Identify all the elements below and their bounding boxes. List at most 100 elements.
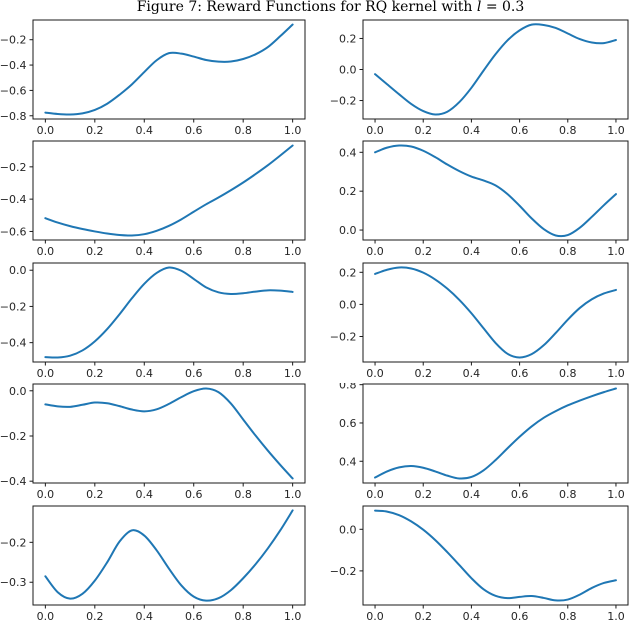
x-tick-label: 0.2: [414, 367, 432, 380]
y-tick-label: −0.4: [0, 194, 27, 207]
x-tick-label: 0.2: [86, 488, 104, 501]
y-tick-label: 0.0: [9, 385, 27, 398]
reward-function-6-canvas: 0.0 0.2 0.4 0.6 0.8 1.0 0.2 0.0 −0.2: [330, 262, 629, 380]
subplot-7: 0.0 0.2 0.4 0.6 0.8 1.0 0.0 −0.2 −0.4: [0, 383, 320, 504]
axes-box: [32, 383, 306, 484]
x-tick-label: 0.0: [37, 488, 55, 501]
axes-box: [362, 505, 629, 606]
x-tick-label: 0.6: [511, 610, 529, 623]
y-tick-label: −0.6: [0, 226, 27, 239]
x-tick-label: 0.0: [366, 610, 384, 623]
axes-box: [32, 19, 306, 120]
y-tick-label: 0.0: [339, 523, 357, 536]
figure-title-variable: l: [476, 0, 482, 15]
x-tick-label: 0.0: [366, 367, 384, 380]
x-tick-label: 1.0: [607, 245, 625, 258]
axes-box: [32, 140, 306, 241]
y-tick-label: 0.0: [339, 64, 357, 77]
reward-curve: [44, 266, 294, 359]
x-tick-label: 0.6: [185, 488, 203, 501]
x-tick-label: 0.4: [463, 367, 481, 380]
reward-function-8-canvas: 0.0 0.2 0.4 0.6 0.8 1.0 0.8 0.6 0.4: [339, 383, 629, 501]
x-tick-label: 1.0: [284, 124, 302, 137]
y-tick-label: −0.3: [0, 576, 27, 589]
y-tick-label: 0.6: [339, 417, 357, 430]
y-tick-label: −0.4: [0, 59, 27, 72]
y-tick-label: 0.4: [339, 455, 357, 468]
x-tick-label: 0.2: [414, 245, 432, 258]
x-tick-label: 0.0: [366, 124, 384, 137]
axes-box: [362, 262, 629, 363]
figure-title-prefix: Figure 7: Reward Functions for RQ kernel…: [136, 0, 477, 15]
x-tick-label: 0.4: [463, 610, 481, 623]
x-tick-label: 0.4: [136, 124, 154, 137]
y-tick-label: 0.8: [339, 383, 357, 392]
reward-curve: [374, 509, 617, 602]
y-tick-label: 0.4: [339, 147, 357, 160]
x-tick-label: 0.6: [511, 488, 529, 501]
x-tick-label: 0.6: [185, 124, 203, 137]
axes-box: [362, 383, 629, 484]
y-tick-label: 0.2: [339, 32, 357, 45]
reward-curve: [44, 144, 294, 237]
subplot-8: 0.0 0.2 0.4 0.6 0.8 1.0 0.8 0.6 0.4: [320, 383, 640, 504]
x-tick-label: 0.6: [511, 245, 529, 258]
x-tick-label: 1.0: [607, 610, 625, 623]
x-tick-label: 1.0: [284, 245, 302, 258]
axes-box: [32, 262, 306, 363]
x-tick-label: 0.8: [559, 124, 577, 137]
reward-curve: [374, 266, 617, 359]
subplot-6: 0.0 0.2 0.4 0.6 0.8 1.0 0.2 0.0 −0.2: [320, 262, 640, 383]
subplot-4: 0.0 0.2 0.4 0.6 0.8 1.0 0.4 0.2 0.0: [320, 140, 640, 261]
x-tick-label: 0.0: [37, 245, 55, 258]
x-tick-label: 0.8: [234, 124, 252, 137]
reward-curve: [44, 23, 294, 116]
x-tick-label: 0.8: [234, 610, 252, 623]
x-tick-label: 1.0: [284, 488, 302, 501]
x-tick-label: 0.2: [414, 488, 432, 501]
y-tick-label: 0.0: [9, 264, 27, 277]
plots-grid: 0.0 0.2 0.4 0.6 0.8 1.0 −0.2 −0.4 −0.6 −0.8 0.0 0.…: [0, 19, 640, 626]
reward-curve: [374, 144, 617, 238]
axes-box: [362, 19, 629, 120]
subplot-2: 0.0 0.2 0.4 0.6 0.8 1.0 0.2 0.0 −0.2: [320, 19, 640, 140]
y-tick-label: −0.8: [0, 110, 27, 123]
x-tick-label: 0.4: [463, 488, 481, 501]
x-tick-label: 0.0: [366, 245, 384, 258]
y-tick-label: −0.2: [330, 564, 357, 577]
y-tick-label: −0.2: [0, 161, 27, 174]
x-tick-label: 1.0: [284, 367, 302, 380]
x-tick-label: 0.8: [559, 610, 577, 623]
y-tick-label: −0.2: [0, 34, 27, 47]
reward-curve: [374, 23, 617, 116]
x-tick-label: 1.0: [607, 124, 625, 137]
x-tick-label: 0.0: [37, 124, 55, 137]
x-tick-label: 1.0: [607, 367, 625, 380]
x-tick-label: 0.2: [414, 610, 432, 623]
x-tick-label: 1.0: [607, 488, 625, 501]
axes-box: [32, 505, 306, 606]
x-tick-label: 0.4: [136, 245, 154, 258]
reward-curve: [44, 508, 294, 602]
x-tick-label: 0.4: [136, 488, 154, 501]
x-tick-label: 0.8: [559, 245, 577, 258]
x-tick-label: 0.4: [463, 245, 481, 258]
reward-function-2-canvas: 0.0 0.2 0.4 0.6 0.8 1.0 0.2 0.0 −0.2: [330, 19, 629, 137]
x-tick-label: 0.2: [86, 124, 104, 137]
x-tick-label: 0.8: [234, 488, 252, 501]
x-tick-label: 0.4: [136, 367, 154, 380]
y-tick-label: 0.2: [339, 186, 357, 199]
x-tick-label: 0.6: [185, 610, 203, 623]
reward-function-3-canvas: 0.0 0.2 0.4 0.6 0.8 1.0 −0.2 −0.4 −0.6: [0, 140, 306, 258]
x-tick-label: 0.4: [463, 124, 481, 137]
y-tick-label: −0.2: [0, 300, 27, 313]
reward-function-10-canvas: 0.0 0.2 0.4 0.6 0.8 1.0 0.0 −0.2: [330, 505, 629, 623]
reward-function-4-canvas: 0.0 0.2 0.4 0.6 0.8 1.0 0.4 0.2 0.0: [339, 140, 629, 258]
y-tick-label: −0.2: [330, 95, 357, 108]
x-tick-label: 0.2: [86, 610, 104, 623]
x-tick-label: 0.0: [37, 367, 55, 380]
reward-function-9-canvas: 0.0 0.2 0.4 0.6 0.8 1.0 −0.2 −0.3: [0, 505, 306, 623]
x-tick-label: 0.6: [185, 245, 203, 258]
x-tick-label: 0.0: [37, 610, 55, 623]
subplot-5: 0.0 0.2 0.4 0.6 0.8 1.0 0.0 −0.2 −0.4: [0, 262, 320, 383]
